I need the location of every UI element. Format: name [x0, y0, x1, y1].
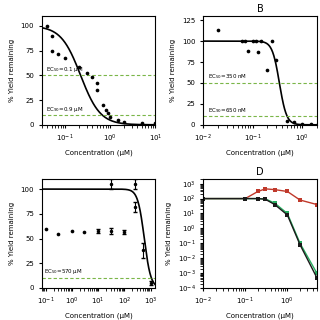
Point — [63, 55, 68, 60]
Y-axis label: % Yield remaining: % Yield remaining — [166, 202, 172, 265]
Text: EC$_{50}$=350 nM: EC$_{50}$=350 nM — [208, 72, 246, 81]
Text: EC$_{50}$=570 μM: EC$_{50}$=570 μM — [44, 267, 83, 276]
Y-axis label: % Yield remaining: % Yield remaining — [170, 39, 176, 102]
Text: B: B — [257, 4, 263, 14]
Point — [300, 121, 305, 126]
Point — [139, 120, 144, 125]
Point — [215, 28, 220, 33]
Y-axis label: % Yield remaining: % Yield remaining — [9, 39, 15, 102]
X-axis label: Concentration (μM): Concentration (μM) — [65, 313, 132, 319]
Point — [259, 38, 264, 44]
Point — [49, 33, 54, 38]
Point — [256, 49, 261, 54]
Point — [76, 65, 81, 70]
Point — [90, 75, 95, 80]
Point — [69, 228, 75, 233]
Point — [292, 120, 297, 125]
Point — [121, 119, 126, 124]
Text: EC$_{90}$=650 nM: EC$_{90}$=650 nM — [208, 106, 246, 115]
Text: EC$_{50}$=0.1 μM: EC$_{50}$=0.1 μM — [46, 66, 83, 75]
Point — [239, 38, 244, 44]
Point — [49, 48, 54, 53]
Point — [56, 51, 61, 56]
Point — [43, 226, 48, 231]
Point — [270, 38, 275, 44]
X-axis label: Concentration (μM): Concentration (μM) — [65, 149, 132, 156]
Point — [314, 122, 319, 127]
Point — [94, 81, 99, 86]
Point — [108, 114, 113, 119]
Point — [56, 231, 61, 236]
Y-axis label: % Yield remaining: % Yield remaining — [9, 202, 15, 265]
Point — [245, 49, 250, 54]
Point — [45, 23, 50, 28]
Point — [94, 88, 99, 93]
Point — [82, 229, 87, 234]
Point — [254, 38, 259, 44]
Point — [116, 117, 121, 123]
Point — [106, 110, 111, 116]
Point — [103, 108, 108, 113]
X-axis label: Concentration (μM): Concentration (μM) — [226, 313, 294, 319]
Point — [308, 122, 313, 127]
Point — [242, 38, 247, 44]
Point — [284, 118, 290, 123]
Point — [84, 71, 89, 76]
Point — [250, 38, 255, 44]
Point — [265, 68, 270, 73]
Point — [274, 57, 279, 62]
Point — [153, 120, 158, 125]
Point — [101, 102, 106, 108]
Text: D: D — [256, 167, 264, 177]
X-axis label: Concentration (μM): Concentration (μM) — [226, 149, 294, 156]
Text: EC$_{90}$=0.9 μM: EC$_{90}$=0.9 μM — [46, 105, 83, 114]
